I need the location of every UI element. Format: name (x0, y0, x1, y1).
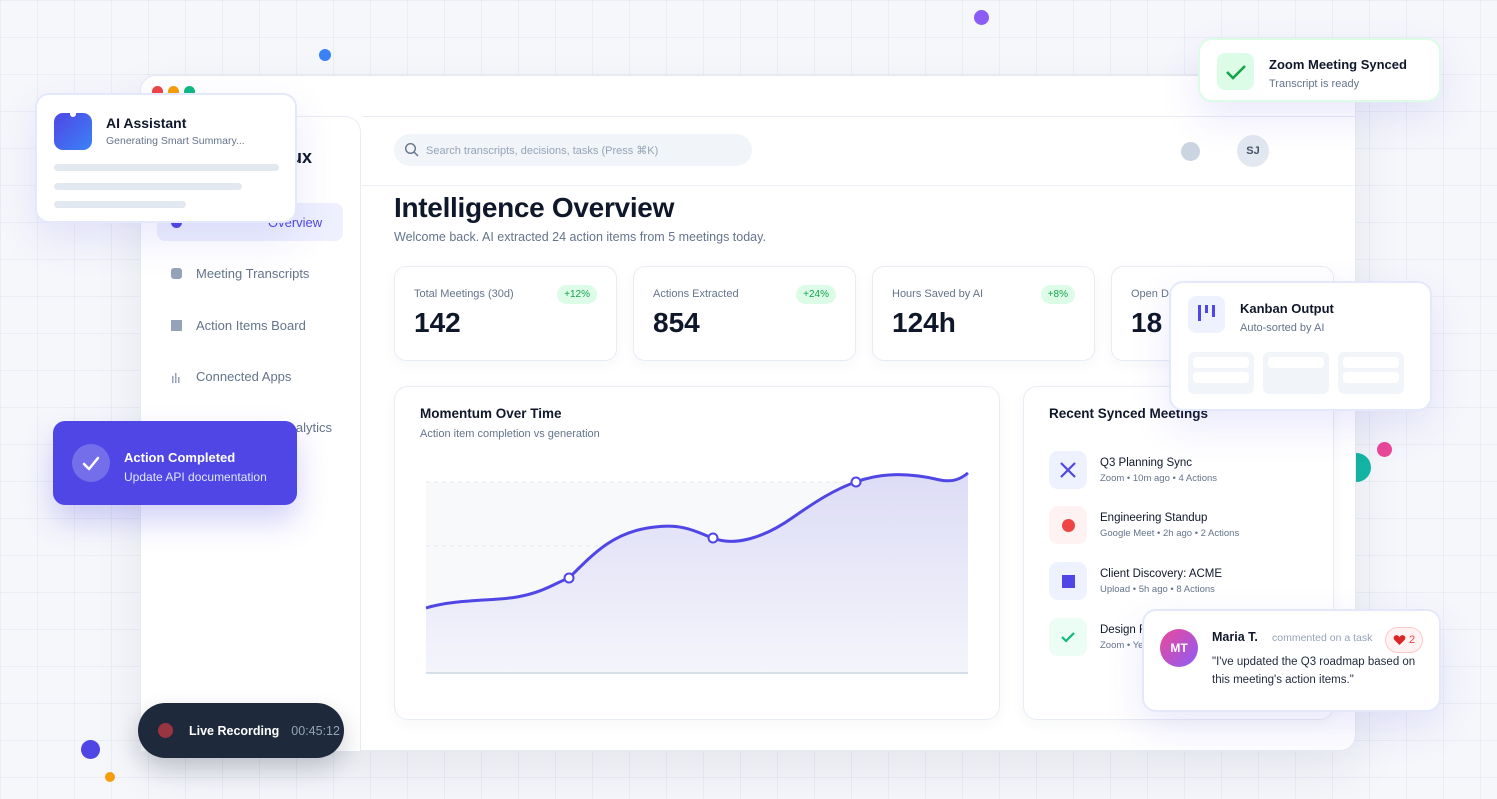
kanban-column (1263, 352, 1329, 394)
user-avatar[interactable]: SJ (1237, 135, 1269, 167)
transcript-icon (171, 267, 182, 279)
ai-assistant-status: Generating Smart Summary... (106, 135, 245, 147)
sidebar-item-label: Action Items Board (196, 317, 306, 333)
stat-value: 124h (892, 307, 956, 338)
zoom-synced-toast[interactable]: Zoom Meeting Synced Transcript is ready (1198, 38, 1441, 102)
stat-change-badge: +8% (1040, 285, 1075, 304)
meeting-name: Design R (1100, 623, 1148, 636)
comment-author: Maria T. (1212, 630, 1258, 644)
kanban-title: Kanban Output (1240, 301, 1334, 316)
meeting-name: Engineering Standup (1100, 511, 1208, 524)
momentum-chart-card: Momentum Over Time Action item completio… (394, 386, 1000, 720)
meeting-name: Client Discovery: ACME (1100, 567, 1223, 580)
meeting-list-item[interactable]: Q3 Planning Sync Zoom • 10m ago • 4 Acti… (1049, 450, 1217, 490)
recording-label: Live Recording (189, 723, 280, 738)
ai-assistant-notch (70, 111, 76, 117)
apps-icon (171, 371, 182, 383)
meeting-name: Q3 Planning Sync (1100, 456, 1193, 469)
notification-icon[interactable] (1181, 142, 1200, 161)
stat-value: 18 (1131, 307, 1163, 338)
zoom-icon (1049, 451, 1087, 489)
search-icon (404, 142, 419, 157)
kanban-subtitle: Auto-sorted by AI (1240, 322, 1325, 334)
kanban-icon (1188, 296, 1225, 333)
stat-value: 142 (414, 307, 461, 338)
comment-text: "I've updated the Q3 roadmap based on th… (1212, 656, 1416, 686)
sidebar-item-meeting-transcripts[interactable]: Meeting Transcripts (157, 254, 343, 292)
top-bar: Search transcripts, decisions, tasks (Pr… (362, 116, 1355, 186)
zoom-toast-detail: Transcript is ready (1269, 78, 1360, 90)
stat-change-badge: +12% (557, 285, 597, 304)
search-placeholder: Search transcripts, decisions, tasks (Pr… (426, 144, 659, 157)
sidebar-item-action-items-board[interactable]: Action Items Board (157, 306, 343, 344)
search-input[interactable]: Search transcripts, decisions, tasks (Pr… (394, 134, 752, 166)
action-completed-toast[interactable]: Action Completed Update API documentatio… (53, 421, 297, 505)
meeting-list-item[interactable]: Design R Zoom • Ye (1049, 617, 1147, 657)
window-minimize-button[interactable] (168, 86, 179, 97)
decorative-dot-amber (105, 772, 115, 782)
page-subtitle: Welcome back. AI extracted 24 action ite… (394, 230, 766, 244)
commenter-avatar: MT (1160, 629, 1198, 667)
meeting-list-item[interactable]: Engineering Standup Google Meet • 2h ago… (1049, 505, 1239, 545)
live-recording-pill[interactable]: Live Recording 00:45:12 (138, 703, 344, 758)
decorative-dot-purple (974, 10, 989, 25)
upload-icon (1049, 562, 1087, 600)
meeting-meta: Zoom • Ye (1100, 639, 1144, 651)
app-window: ux Overview Meeting Transcripts Action I… (140, 75, 1356, 751)
stat-label: Actions Extracted (653, 288, 739, 300)
ai-assistant-title: AI Assistant (106, 115, 187, 131)
sidebar-item-label: Meeting Transcripts (196, 265, 310, 281)
decorative-dot-pink (1377, 442, 1392, 457)
kanban-output-card[interactable]: Kanban Output Auto-sorted by AI (1169, 281, 1432, 411)
recent-meetings-card: Recent Synced Meetings Q3 Planning Sync … (1023, 386, 1334, 720)
meeting-meta: Google Meet • 2h ago • 2 Actions (1100, 527, 1240, 539)
chart-title: Momentum Over Time (420, 406, 562, 421)
check-circle-icon (72, 444, 110, 482)
stat-value: 854 (653, 307, 700, 338)
board-icon (171, 319, 182, 331)
heart-icon (1393, 635, 1406, 645)
recording-timer: 00:45:12 (291, 723, 340, 738)
action-toast-title: Action Completed (124, 450, 236, 465)
stat-label: Open D (1131, 288, 1169, 300)
comment-card[interactable]: MT Maria T. commented on a task 2 "I've … (1142, 609, 1441, 712)
zoom-toast-title: Zoom Meeting Synced (1269, 57, 1407, 72)
ai-assistant-card[interactable]: AI Assistant Generating Smart Summary... (35, 93, 297, 223)
meeting-list-item[interactable]: Client Discovery: ACME Upload • 5h ago •… (1049, 561, 1222, 601)
sidebar-item-connected-apps[interactable]: Connected Apps (157, 357, 343, 395)
like-count: 2 (1408, 634, 1416, 646)
window-maximize-button[interactable] (184, 86, 195, 97)
ai-assistant-icon (54, 113, 92, 150)
page-title: Intelligence Overview (394, 192, 675, 223)
kanban-column (1188, 352, 1254, 394)
meeting-meta: Upload • 5h ago • 8 Actions (1100, 583, 1215, 595)
stat-card-total-meetings: Total Meetings (30d) 142 +12% (394, 266, 617, 361)
window-close-button[interactable] (152, 86, 163, 97)
momentum-area-chart (425, 471, 969, 674)
decorative-dot-blue (319, 49, 331, 61)
google-meet-icon (1049, 506, 1087, 544)
stat-change-badge: +24% (796, 285, 836, 304)
kanban-column (1338, 352, 1404, 394)
like-button[interactable]: 2 (1385, 627, 1423, 653)
sidebar-item-label: Connected Apps (196, 368, 292, 384)
recent-meetings-title: Recent Synced Meetings (1049, 406, 1209, 421)
stat-label: Total Meetings (30d) (414, 288, 514, 300)
chart-subtitle: Action item completion vs generation (420, 428, 600, 440)
check-icon (1217, 53, 1254, 90)
check-icon (1049, 618, 1087, 656)
record-icon (158, 723, 173, 738)
stat-label: Hours Saved by AI (892, 288, 984, 300)
stat-card-actions-extracted: Actions Extracted 854 +24% (633, 266, 856, 361)
comment-action: commented on a task (1272, 632, 1373, 644)
action-toast-detail: Update API documentation (124, 470, 267, 484)
meeting-meta: Zoom • 10m ago • 4 Actions (1100, 472, 1218, 484)
stat-card-hours-saved: Hours Saved by AI 124h +8% (872, 266, 1095, 361)
decorative-dot-indigo (81, 740, 100, 759)
